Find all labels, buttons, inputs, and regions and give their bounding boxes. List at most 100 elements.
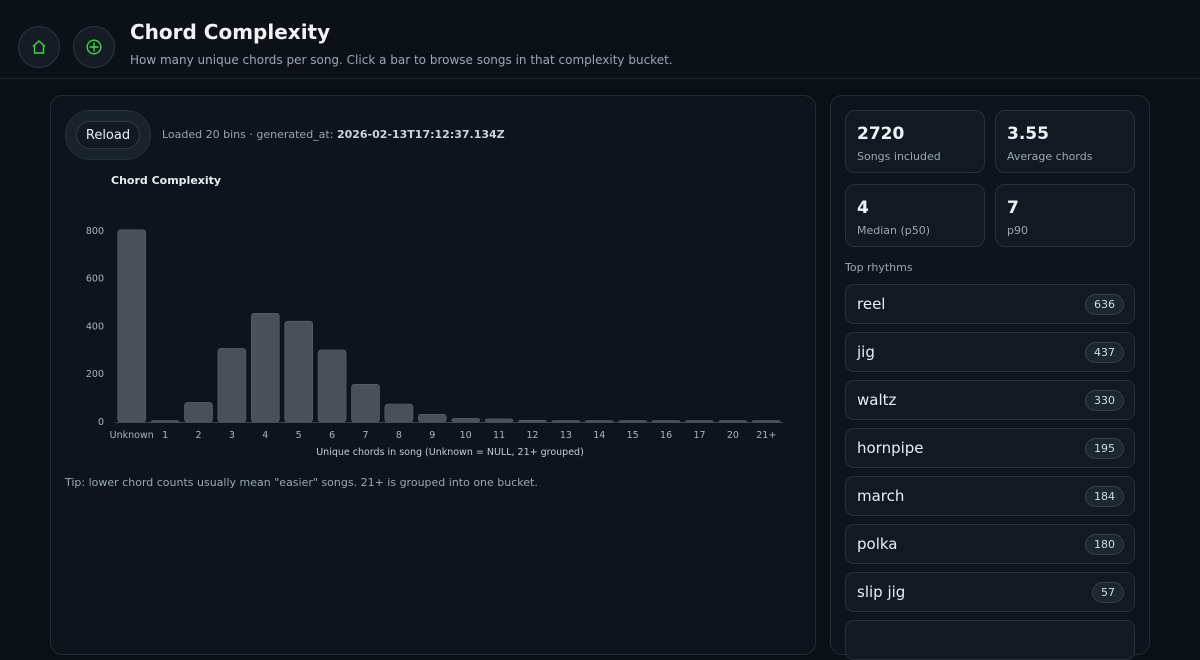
bar-17[interactable] [685, 420, 714, 423]
x-axis-label: Unique chords in song (Unknown = NULL, 2… [316, 447, 584, 458]
stat-value: 4 [857, 198, 869, 218]
rhythm-count-badge: 184 [1085, 486, 1124, 507]
x-tick-label: 11 [493, 430, 505, 441]
bar-5[interactable] [284, 320, 314, 423]
x-tick-label: 5 [296, 430, 302, 441]
x-tick-label: 1 [162, 430, 168, 441]
home-button[interactable] [18, 26, 60, 68]
rhythm-item-reel[interactable]: reel 636 [845, 284, 1135, 324]
rhythm-item-waltz[interactable]: waltz 330 [845, 380, 1135, 420]
stat-label: Average chords [1007, 150, 1093, 163]
home-icon [32, 40, 46, 54]
stat-value: 3.55 [1007, 124, 1049, 144]
y-tick-label: 600 [86, 274, 104, 285]
x-tick-label: 9 [429, 430, 435, 441]
bar-21-plus[interactable] [751, 420, 781, 423]
status-prefix: Loaded 20 bins · generated_at: [162, 128, 337, 141]
stat-value: 7 [1007, 198, 1019, 218]
stat-label: Median (p50) [857, 224, 931, 237]
bar-13[interactable] [551, 420, 581, 423]
bar-14[interactable] [584, 420, 614, 423]
bar-2[interactable] [184, 402, 213, 423]
x-axis: Unknown 1 2 3 4 5 6 7 8 9 10 11 12 13 14 15 16 17 20 21+ [110, 430, 777, 441]
bar-3[interactable] [217, 348, 247, 423]
x-tick-label: 6 [329, 430, 335, 441]
bar-6[interactable] [317, 349, 347, 423]
stat-average-chords: 3.55 Average chords [995, 110, 1135, 173]
y-tick-label: 400 [86, 321, 104, 332]
stats-panel: 2720 Songs included 3.55 Average chords … [830, 95, 1150, 660]
top-rhythms-title: Top rhythms [845, 261, 913, 274]
y-tick-label: 800 [86, 226, 104, 237]
stat-p90: 7 p90 [995, 184, 1135, 247]
x-tick-label: 12 [526, 430, 538, 441]
rhythm-count-badge: 437 [1085, 342, 1124, 363]
y-axis: 0 200 400 600 800 [86, 226, 783, 428]
bar-11[interactable] [484, 418, 514, 423]
stat-label: p90 [1007, 224, 1028, 237]
rhythm-item-march[interactable]: march 184 [845, 476, 1135, 516]
bar-12[interactable] [518, 420, 547, 423]
x-tick-label: 15 [627, 430, 639, 441]
bar-10[interactable] [451, 418, 481, 423]
stat-songs-included: 2720 Songs included [845, 110, 985, 173]
bar-1[interactable] [150, 420, 180, 423]
stat-value: 2720 [857, 124, 905, 144]
x-tick-label: 8 [396, 430, 402, 441]
bar-unknown[interactable] [117, 229, 147, 423]
bar-group[interactable] [117, 229, 781, 423]
page-subtitle: How many unique chords per song. Click a… [130, 53, 673, 67]
rhythm-count-badge: 180 [1085, 534, 1124, 555]
y-tick-label: 0 [98, 417, 104, 428]
bar-9[interactable] [417, 414, 447, 423]
tip-text: Tip: lower chord counts usually mean "ea… [65, 476, 538, 489]
add-circle-icon [86, 39, 102, 55]
stat-median: 4 Median (p50) [845, 184, 985, 247]
rhythm-name: hornpipe [857, 439, 924, 457]
x-tick-label: 10 [460, 430, 472, 441]
y-tick-label: 200 [86, 369, 104, 380]
rhythm-name: march [857, 487, 905, 505]
rhythm-item-jig[interactable]: jig 437 [845, 332, 1135, 372]
bar-7[interactable] [351, 383, 380, 423]
rhythm-name: slip jig [857, 583, 906, 601]
bar-20[interactable] [718, 420, 748, 423]
bar-8[interactable] [384, 403, 414, 423]
reload-wrapper: Reload [65, 110, 151, 160]
x-tick-label: 2 [195, 430, 201, 441]
x-tick-label: 14 [593, 430, 605, 441]
rhythm-name: reel [857, 295, 886, 313]
rhythm-name: jig [857, 343, 875, 361]
rhythm-item-slip-jig[interactable]: slip jig 57 [845, 572, 1135, 612]
chart-title: Chord Complexity [111, 174, 221, 187]
stat-label: Songs included [857, 150, 941, 163]
add-button[interactable] [73, 26, 115, 68]
rhythm-count-badge: 195 [1085, 438, 1124, 459]
load-status: Loaded 20 bins · generated_at: 2026-02-1… [162, 128, 505, 141]
x-tick-label: 4 [262, 430, 268, 441]
x-tick-label: 16 [660, 430, 672, 441]
app-header: Chord Complexity How many unique chords … [0, 0, 1200, 79]
x-tick-label: Unknown [110, 430, 154, 441]
bar-4[interactable] [250, 313, 280, 423]
chart-panel: Reload Loaded 20 bins · generated_at: 20… [50, 95, 816, 655]
rhythm-item-partial[interactable] [845, 620, 1135, 660]
generated-at: 2026-02-13T17:12:37.134Z [336, 128, 505, 141]
x-tick-label: 3 [229, 430, 235, 441]
rhythm-count-badge: 57 [1092, 582, 1124, 603]
rhythm-item-hornpipe[interactable]: hornpipe 195 [845, 428, 1135, 468]
bar-15[interactable] [618, 420, 648, 423]
x-tick-label: 17 [693, 430, 705, 441]
reload-button[interactable]: Reload [76, 121, 140, 149]
page-title: Chord Complexity [130, 20, 331, 44]
bar-16[interactable] [651, 420, 681, 423]
rhythm-item-polka[interactable]: polka 180 [845, 524, 1135, 564]
rhythm-name: waltz [857, 391, 897, 409]
rhythm-count-badge: 330 [1085, 390, 1124, 411]
x-tick-label: 21+ [756, 430, 776, 441]
x-tick-label: 7 [362, 430, 368, 441]
rhythm-name: polka [857, 535, 898, 553]
x-tick-label: 20 [727, 430, 739, 441]
x-tick-label: 13 [560, 430, 572, 441]
